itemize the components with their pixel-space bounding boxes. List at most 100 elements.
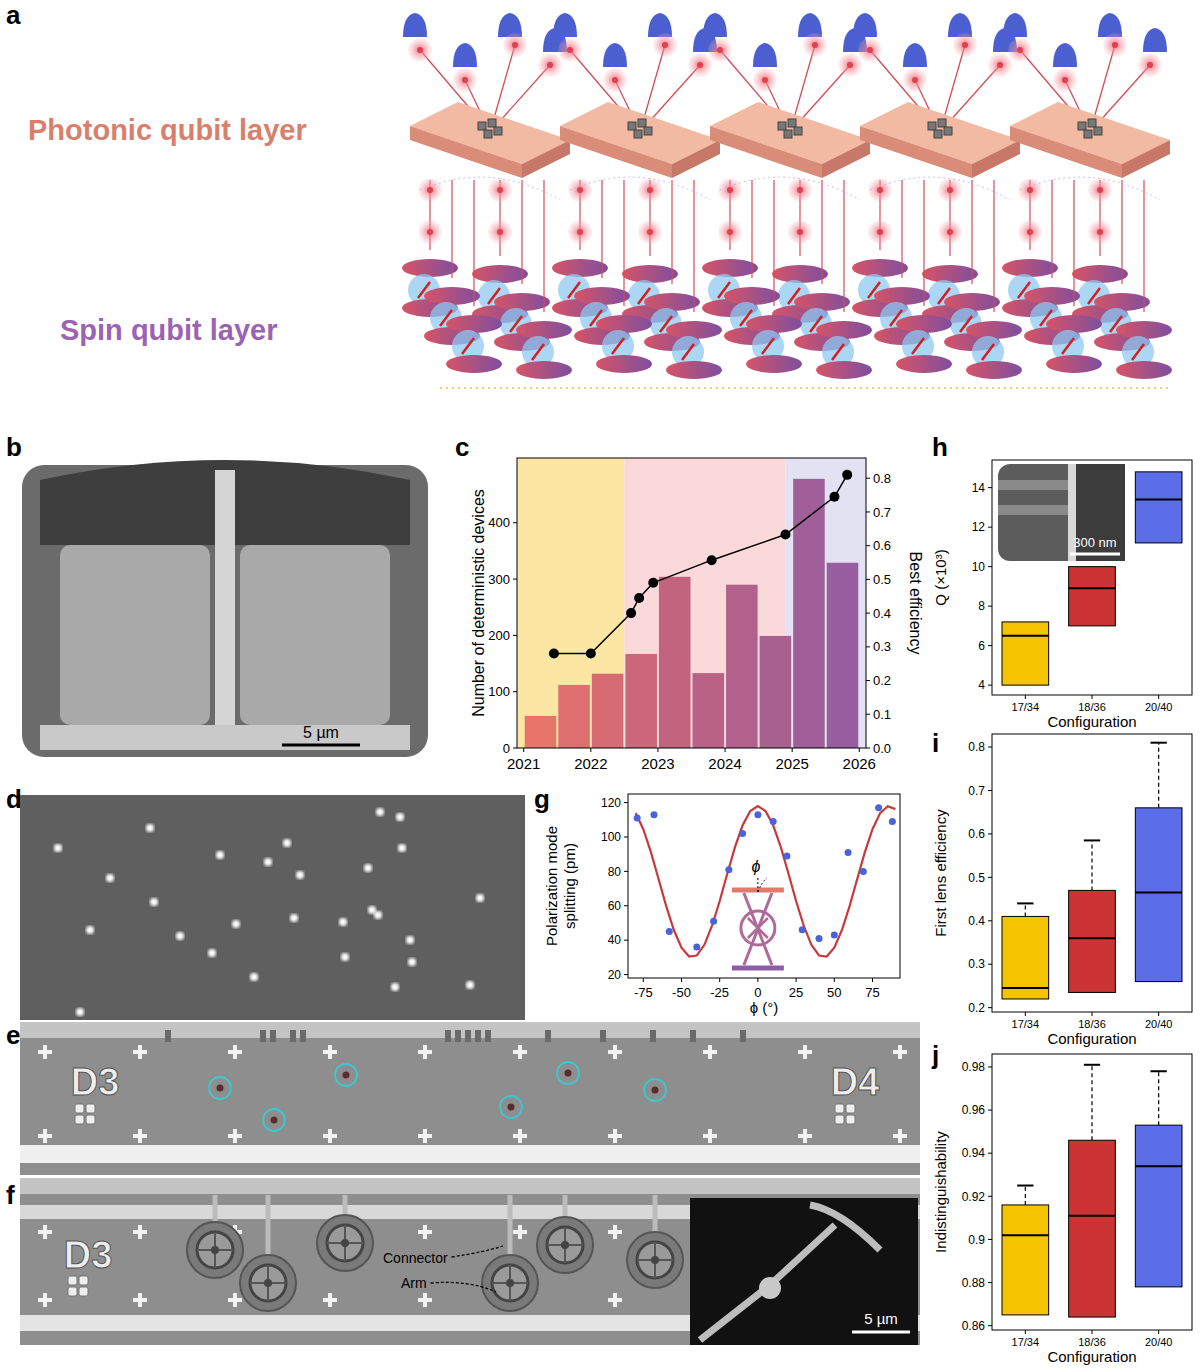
photon-link <box>821 180 822 284</box>
axis-title: Configuration <box>1047 1030 1136 1047</box>
box <box>1069 890 1116 992</box>
period-band <box>785 458 866 748</box>
ring-inner <box>492 1265 528 1301</box>
tick-label: 0.6 <box>968 827 985 841</box>
plot-marks <box>517 458 866 748</box>
photon-core <box>797 187 803 193</box>
notch <box>465 1030 471 1042</box>
tick-label: 0 <box>503 741 510 756</box>
plot-marks <box>634 804 896 956</box>
sem-block <box>240 545 390 725</box>
tick-mark <box>513 579 517 580</box>
spin-disk <box>402 259 458 277</box>
pillar <box>264 1279 272 1287</box>
whisker <box>1025 903 1026 916</box>
tick-mark <box>988 920 992 921</box>
panel-letter: e <box>6 1020 20 1050</box>
photon-core <box>947 187 953 193</box>
tick-mark <box>725 748 726 752</box>
scale-label: 300 nm <box>1073 535 1116 550</box>
spin-arrow <box>462 338 474 354</box>
spin-disk <box>966 361 1022 379</box>
notch <box>270 1030 276 1042</box>
chip-side <box>410 126 522 178</box>
inset-layer <box>998 480 1068 490</box>
photon-link <box>601 180 602 278</box>
detector <box>603 43 627 67</box>
photon <box>453 68 477 92</box>
pl-bg <box>20 795 525 1020</box>
emitter <box>398 844 406 852</box>
chip-port <box>644 127 652 135</box>
median <box>1002 635 1049 637</box>
tick-label: -25 <box>710 985 729 1000</box>
emitter <box>54 844 62 852</box>
median <box>1069 587 1116 589</box>
tick-mark <box>624 836 628 837</box>
inset-cross <box>748 918 768 938</box>
spin-disk <box>424 287 480 305</box>
spin-disk <box>596 355 652 373</box>
tick-mark <box>757 978 758 982</box>
axis-title-line: Number of deterministic devices <box>470 489 487 717</box>
photon-core <box>1147 62 1153 68</box>
median <box>1002 987 1049 989</box>
tick-mark <box>988 527 992 528</box>
emitter <box>376 808 384 816</box>
spin-arrow <box>682 344 694 360</box>
sem-strip: D3D4 <box>20 1022 920 1175</box>
inset-label: ϕ <box>751 858 760 875</box>
photon <box>718 178 742 202</box>
strip-bg <box>20 1022 920 1175</box>
spin-disk <box>966 321 1022 339</box>
measurement <box>634 815 641 822</box>
photon <box>708 38 732 62</box>
tick-label: 300 <box>488 572 510 587</box>
axis-title-line: Q (×10³) <box>932 549 949 605</box>
plot-frame <box>992 734 1192 1012</box>
marker-square <box>79 1287 88 1296</box>
ring-arm <box>637 1242 673 1278</box>
photon-core <box>567 47 573 53</box>
tick-mark <box>866 478 870 479</box>
quantum-dot <box>652 1087 659 1094</box>
spin-disk <box>446 355 502 373</box>
detector <box>648 13 672 37</box>
alignment-mark <box>893 1045 907 1059</box>
inset-hourglass <box>744 893 772 965</box>
bar <box>659 577 691 748</box>
ring-arm <box>547 1227 583 1263</box>
alignment-mark <box>323 1293 337 1307</box>
spin-disk <box>552 259 608 277</box>
whisker-cap <box>1017 902 1033 904</box>
spin-arrow <box>1062 338 1074 354</box>
photon-core <box>1062 77 1068 83</box>
tick-mark <box>988 1282 992 1283</box>
spin-disk <box>596 315 652 333</box>
chip-side <box>710 126 822 178</box>
photon-core <box>612 77 618 83</box>
tick-mark <box>988 606 992 607</box>
detector <box>798 13 822 37</box>
ring-arm <box>197 1232 233 1268</box>
tick-mark <box>988 1196 992 1197</box>
tick-label: 17/34 <box>1012 701 1040 713</box>
tick-mark <box>988 1325 992 1326</box>
alignment-mark <box>893 1129 907 1143</box>
photon-core <box>997 62 1003 68</box>
photon <box>718 220 742 244</box>
tick-label: 0.86 <box>962 1319 986 1333</box>
photon-core <box>497 187 503 193</box>
chip-port <box>1094 127 1102 135</box>
tick-label: 75 <box>865 985 879 1000</box>
detector <box>703 13 727 37</box>
whisker <box>1158 743 1159 808</box>
box <box>1135 1125 1182 1287</box>
bar <box>558 685 590 748</box>
alignment-mark <box>323 1129 337 1143</box>
spin-disk <box>472 265 528 283</box>
notch <box>290 1030 296 1042</box>
inset-angle <box>758 878 767 892</box>
tick-mark <box>513 522 517 523</box>
device-label: D4 <box>831 1061 880 1103</box>
